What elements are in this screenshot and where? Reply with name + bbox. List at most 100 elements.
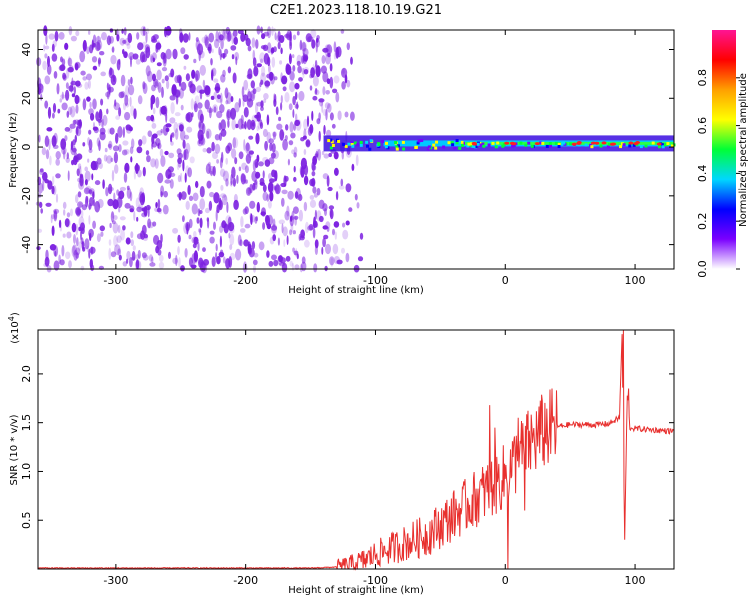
spectrogram-noise-cell <box>350 111 355 121</box>
spectrogram-noise-cell <box>51 175 55 185</box>
spectrogram-noise-cell <box>141 192 145 204</box>
signal-band-cell <box>593 143 597 147</box>
spectrogram-noise-cell <box>174 89 181 99</box>
spectrogram-noise-cell <box>228 232 231 239</box>
spectrogram-noise-cell <box>40 93 43 101</box>
spectrogram-noise-cell <box>260 106 264 112</box>
spectrogram-noise-cell <box>184 248 188 258</box>
spectrogram-noise-cell <box>210 170 213 177</box>
spectrogram-noise-cell <box>311 161 316 172</box>
spectrogram-noise-cell <box>255 161 259 168</box>
signal-band-cell <box>366 144 369 148</box>
spectrogram-noise-cell <box>322 225 329 230</box>
spectrogram-noise-cell <box>274 94 277 103</box>
spectrogram-noise-cell <box>52 103 57 113</box>
spectrogram-noise-cell <box>240 173 246 185</box>
signal-band-cell <box>385 141 388 145</box>
spectrogram-noise-cell <box>100 98 104 106</box>
spectrogram-noise-cell <box>266 194 270 202</box>
spectrogram-noise-cell <box>242 94 249 102</box>
spectrogram-noise-cell <box>79 178 84 184</box>
spectrogram-noise-cell <box>346 79 351 88</box>
spectrogram-noise-cell <box>215 30 219 42</box>
signal-band-cell <box>539 141 543 145</box>
spectrogram-noise-cell <box>220 119 226 131</box>
spectrogram-noise-cell <box>316 210 322 222</box>
spectrogram-noise-cell <box>73 234 76 244</box>
spectrogram-noise-cell <box>274 32 277 41</box>
spectrogram-noise-cell <box>43 25 48 37</box>
spectrogram-noise-cell <box>262 170 265 179</box>
spectrogram-noise-cell <box>86 73 92 81</box>
spectrogram-noise-cell <box>158 261 165 269</box>
spectrogram-noise-cell <box>120 229 125 241</box>
spectrogram-noise-cell <box>286 235 289 246</box>
spectrogram-noise-cell <box>79 174 84 187</box>
spectrogram-noise-cell <box>188 195 194 201</box>
spectrogram-noise-cell <box>170 134 173 143</box>
spectrogram-noise-cell <box>233 199 239 210</box>
spectrogram-noise-cell <box>219 168 226 177</box>
spectrogram-noise-cell <box>94 180 101 186</box>
x-tick-label: 100 <box>625 274 646 287</box>
spectrogram-noise-cell <box>269 191 274 202</box>
spectrogram-noise-cell <box>311 39 316 49</box>
spectrogram-noise-cell <box>118 144 122 153</box>
spectrogram-noise-cell <box>314 60 318 68</box>
spectrogram-noise-cell <box>211 48 214 54</box>
spectrogram-noise-cell <box>278 35 285 43</box>
spectrogram-noise-cell <box>52 112 55 119</box>
spectrogram-noise-cell <box>106 35 112 46</box>
x-tick-label: -300 <box>103 274 128 287</box>
spectrogram-noise-cell <box>304 239 310 248</box>
spectrogram-noise-cell <box>98 140 101 152</box>
spectrogram-noise-cell <box>53 260 60 271</box>
spectrogram-noise-cell <box>61 91 64 100</box>
signal-band-cell <box>395 147 399 151</box>
spectrogram-noise-cell <box>179 124 184 132</box>
signal-band-cell <box>435 140 438 144</box>
spectrogram-noise-cell <box>333 256 341 265</box>
spectrogram-noise-cell <box>309 85 313 91</box>
spectrogram-noise-cell <box>303 149 307 155</box>
signal-band-cell <box>620 142 624 146</box>
signal-band-cell <box>331 144 335 147</box>
spectrogram-noise-cell <box>303 69 309 75</box>
spectrogram-noise-cell <box>260 100 264 108</box>
colorbar-gradient <box>712 30 736 269</box>
spectrogram-noise-cell <box>187 184 191 196</box>
spectrogram-noise-cell <box>220 38 224 50</box>
spectrogram-noise-cell <box>292 95 296 106</box>
spectrogram-noise-cell <box>59 64 66 71</box>
spectrogram-noise-cell <box>55 158 60 166</box>
spectrogram-noise-cell <box>118 190 125 200</box>
spectrogram-noise-cell <box>175 95 179 105</box>
spectrogram-noise-cell <box>136 216 139 222</box>
spectrogram-noise-cell <box>226 32 231 42</box>
signal-band-cell <box>455 139 459 142</box>
spectrogram-noise-cell <box>299 39 303 51</box>
spectrogram-noise-cell <box>156 62 162 67</box>
spectrogram-noise-cell <box>165 111 168 123</box>
spectrogram-noise-cell <box>197 208 201 217</box>
spectrogram-noise-cell <box>106 155 113 164</box>
spectrogram-noise-cell <box>150 158 157 168</box>
spectrogram-noise-cell <box>253 66 259 77</box>
spectrogram-noise-cell <box>186 112 193 123</box>
signal-band-cell <box>590 145 594 149</box>
spectrogram-noise-cell <box>228 221 235 232</box>
spectrogram-noise-cell <box>185 200 190 210</box>
spectrogram-noise-cell <box>116 59 121 71</box>
spectrogram-noise-cell <box>94 201 101 213</box>
spectrogram-noise-cell <box>161 67 168 72</box>
spectrogram-noise-cell <box>318 130 321 142</box>
spectrogram-noise-cell <box>90 160 97 171</box>
spectrogram-noise-cell <box>137 249 141 259</box>
colorbar-tick-label: 0.4 <box>696 165 709 183</box>
spectrogram-x-axis-label: Height of straight line (km) <box>288 285 424 296</box>
spectrogram-noise-cell <box>207 46 212 51</box>
spectrogram-noise-cell <box>105 91 111 98</box>
spectrogram-noise-cell <box>108 186 114 192</box>
spectrogram-noise-cell <box>208 32 215 43</box>
spectrogram-noise-cell <box>262 156 269 163</box>
